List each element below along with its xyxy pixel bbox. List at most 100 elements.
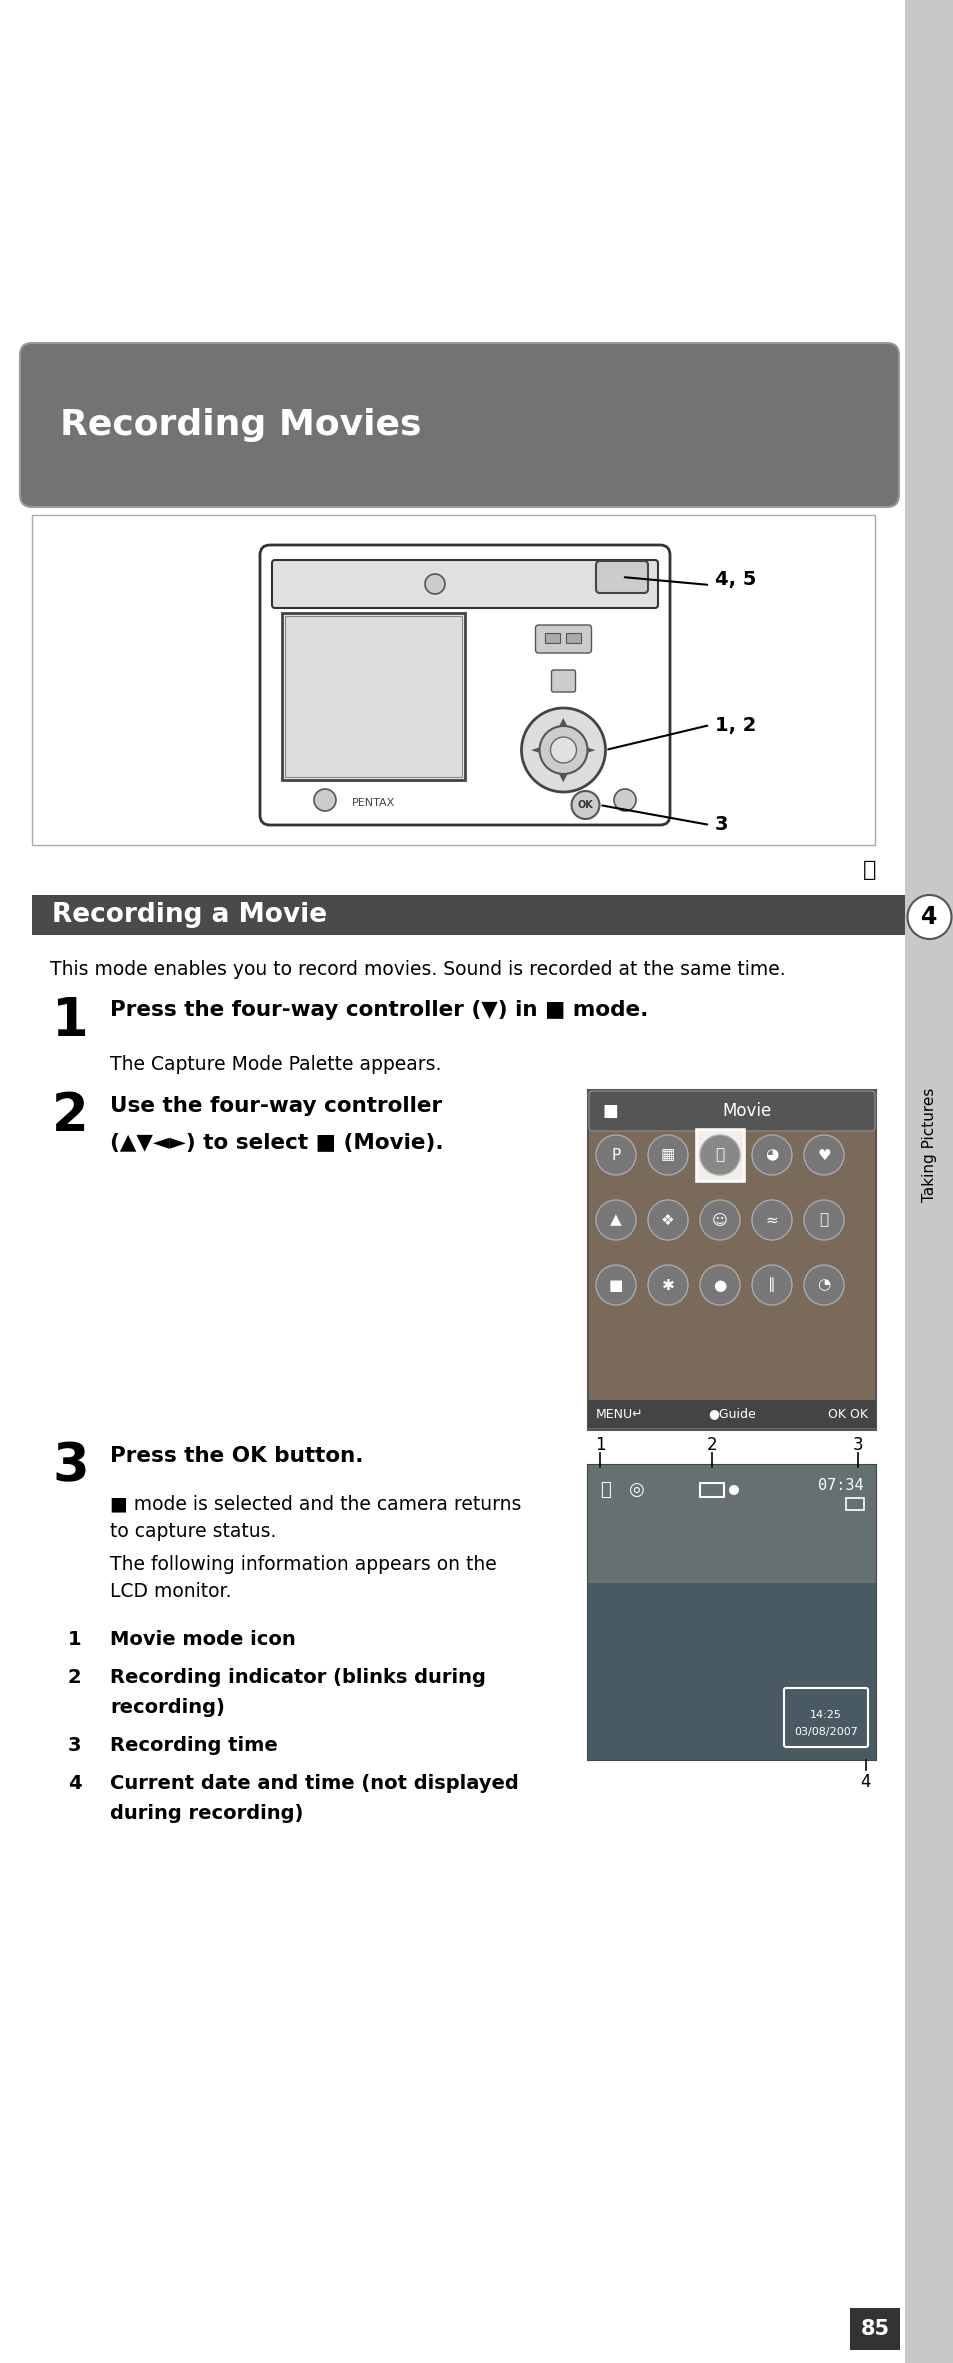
Circle shape	[571, 792, 598, 820]
Text: 3: 3	[714, 815, 728, 834]
Text: 14:25: 14:25	[809, 1711, 841, 1720]
Text: ≈: ≈	[765, 1212, 778, 1226]
Text: 1, 2: 1, 2	[714, 716, 756, 735]
Bar	[566, 633, 581, 643]
Text: 🎥: 🎥	[862, 860, 876, 879]
Bar	[587, 1465, 875, 1583]
Text: to capture status.: to capture status.	[110, 1522, 276, 1541]
Circle shape	[700, 1200, 740, 1241]
Text: 4, 5: 4, 5	[714, 569, 756, 588]
Text: ◔: ◔	[817, 1278, 830, 1293]
Text: 1: 1	[52, 995, 89, 1047]
Bar	[700, 1484, 723, 1498]
Text: Use the four-way controller: Use the four-way controller	[110, 1096, 441, 1115]
FancyBboxPatch shape	[588, 1092, 874, 1132]
Circle shape	[803, 1134, 843, 1174]
Text: ◄: ◄	[531, 744, 539, 756]
FancyBboxPatch shape	[20, 343, 898, 508]
Bar	[587, 1399, 875, 1427]
Bar	[845, 1498, 863, 1510]
FancyBboxPatch shape	[272, 560, 658, 607]
Text: ●: ●	[713, 1278, 726, 1293]
Text: 07:34: 07:34	[818, 1477, 863, 1493]
Text: OK OK: OK OK	[827, 1408, 867, 1420]
Circle shape	[803, 1200, 843, 1241]
FancyBboxPatch shape	[260, 546, 669, 825]
Text: Movie mode icon: Movie mode icon	[110, 1630, 295, 1649]
Text: The Capture Mode Palette appears.: The Capture Mode Palette appears.	[110, 1054, 441, 1075]
Text: 85: 85	[860, 2318, 888, 2339]
Circle shape	[596, 1264, 636, 1304]
Text: MENU↵: MENU↵	[596, 1408, 643, 1420]
Text: 🎥: 🎥	[600, 1482, 611, 1498]
Text: P: P	[611, 1148, 620, 1163]
FancyBboxPatch shape	[551, 671, 575, 692]
Text: Recording a Movie: Recording a Movie	[52, 903, 327, 929]
Text: Movie: Movie	[721, 1101, 771, 1120]
Bar	[285, 617, 461, 777]
Text: 3: 3	[852, 1437, 862, 1453]
Text: 2: 2	[68, 1668, 82, 1687]
Text: This mode enables you to record movies. Sound is recorded at the same time.: This mode enables you to record movies. …	[50, 959, 785, 978]
Text: ■: ■	[601, 1101, 618, 1120]
Circle shape	[539, 725, 587, 775]
Text: 🎥: 🎥	[715, 1148, 723, 1163]
Text: ⚽: ⚽	[819, 1212, 828, 1226]
Bar	[32, 515, 874, 846]
Text: ✱: ✱	[661, 1278, 674, 1293]
Text: ▲: ▲	[558, 716, 567, 728]
Text: ►: ►	[587, 744, 595, 756]
Circle shape	[424, 574, 444, 593]
Text: Recording time: Recording time	[110, 1737, 277, 1756]
Bar	[696, 1130, 743, 1182]
Circle shape	[647, 1200, 687, 1241]
Circle shape	[596, 1200, 636, 1241]
Text: LCD monitor.: LCD monitor.	[110, 1581, 232, 1602]
Bar	[282, 612, 464, 780]
Bar	[545, 633, 560, 643]
Text: ●Guide: ●Guide	[707, 1408, 755, 1420]
Text: 4: 4	[921, 905, 937, 929]
Text: 3: 3	[52, 1439, 89, 1491]
Circle shape	[751, 1264, 791, 1304]
Text: during recording): during recording)	[110, 1803, 303, 1822]
Text: Press the OK button.: Press the OK button.	[110, 1446, 363, 1465]
Bar	[849, 2309, 899, 2349]
Text: OK: OK	[577, 801, 593, 811]
Text: recording): recording)	[110, 1699, 225, 1718]
Circle shape	[647, 1134, 687, 1174]
Circle shape	[700, 1264, 740, 1304]
Text: Taking Pictures: Taking Pictures	[921, 1087, 936, 1203]
Circle shape	[596, 1134, 636, 1174]
Bar	[587, 1583, 875, 1760]
Circle shape	[647, 1264, 687, 1304]
Circle shape	[803, 1264, 843, 1304]
FancyBboxPatch shape	[596, 560, 647, 593]
Text: ◎: ◎	[627, 1482, 643, 1498]
Circle shape	[906, 896, 950, 938]
Bar	[587, 1465, 875, 1760]
Circle shape	[550, 737, 576, 763]
Text: ▦: ▦	[660, 1148, 675, 1163]
Text: Press the four-way controller (▼) in ■ mode.: Press the four-way controller (▼) in ■ m…	[110, 1000, 648, 1021]
Text: 1: 1	[68, 1630, 82, 1649]
Bar	[32, 896, 904, 936]
Text: 2: 2	[52, 1089, 89, 1141]
Circle shape	[728, 1484, 739, 1496]
Circle shape	[314, 789, 335, 811]
Circle shape	[614, 789, 636, 811]
Bar	[904, 0, 953, 2363]
Text: 1: 1	[594, 1437, 604, 1453]
Text: 3: 3	[68, 1737, 81, 1756]
Text: ☺: ☺	[711, 1212, 727, 1226]
Circle shape	[521, 709, 605, 792]
Circle shape	[751, 1134, 791, 1174]
Text: 2: 2	[706, 1437, 717, 1453]
Bar	[587, 1089, 875, 1430]
Text: The following information appears on the: The following information appears on the	[110, 1555, 497, 1574]
Text: 03/08/2007: 03/08/2007	[793, 1727, 857, 1737]
Text: ♥: ♥	[817, 1148, 830, 1163]
Text: ∥: ∥	[767, 1278, 775, 1293]
Text: PENTAX: PENTAX	[352, 799, 395, 808]
Text: ■: ■	[608, 1278, 622, 1293]
